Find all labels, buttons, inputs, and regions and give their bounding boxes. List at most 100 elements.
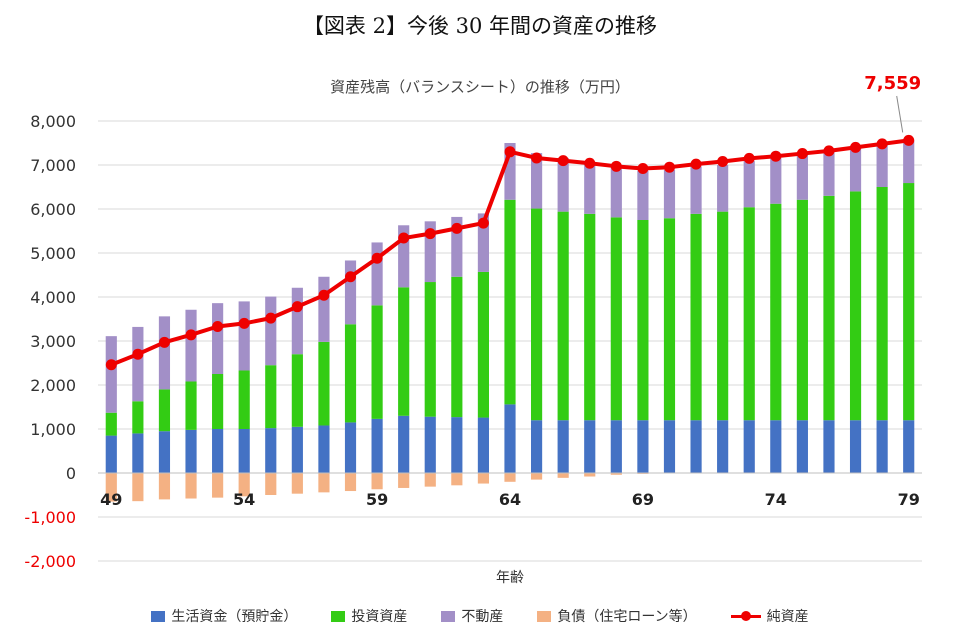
bar-segment-3: [610, 473, 622, 475]
legend-label-real-estate: 不動産: [461, 609, 504, 625]
bar-segment-1: [105, 412, 117, 436]
net-worth-point: [185, 329, 197, 341]
y-tick-label: 0: [66, 464, 76, 483]
net-worth-point: [291, 301, 303, 313]
bar-segment-2: [158, 316, 171, 390]
bar-segment-2: [451, 216, 463, 277]
y-tick-label: 3,000: [30, 332, 76, 351]
bar-segment-1: [158, 389, 171, 432]
bar-segment-2: [212, 303, 224, 374]
net-worth-point: [876, 138, 888, 150]
net-worth-point: [371, 252, 383, 264]
net-worth-point: [451, 222, 463, 234]
bar-segment-1: [823, 195, 835, 421]
legend-item-net-worth: 純資産: [730, 606, 809, 626]
bar-segment-3: [132, 473, 144, 502]
bar-segment-1: [637, 220, 649, 421]
x-tick-label: 54: [233, 490, 255, 509]
x-tick-label: 64: [499, 490, 521, 509]
chart-title: 資産残高（バランスシート）の推移（万円）: [330, 78, 630, 96]
bar-segment-3: [185, 473, 197, 499]
bar-segment-2: [238, 301, 250, 371]
bar-segment-2: [743, 161, 755, 208]
bar-segment-1: [477, 271, 490, 418]
bar-segment-3: [265, 473, 277, 495]
legend-swatch-real-estate: [441, 610, 456, 622]
bar-segment-1: [530, 208, 543, 421]
bar-segment-2: [823, 150, 835, 196]
legend-label-savings: 生活資金（預貯金）: [171, 609, 298, 625]
bar-segment-0: [690, 420, 702, 473]
legend-item-liabilities: 負債（住宅ローン等）: [537, 606, 697, 626]
x-axis-label: 年齢: [496, 570, 524, 586]
legend-swatch-net-worth: [730, 610, 761, 622]
net-worth-point: [424, 228, 436, 240]
bar-segment-2: [371, 242, 383, 306]
net-worth-point: [345, 271, 357, 283]
bar-segment-1: [663, 218, 676, 421]
bar-segment-2: [398, 225, 410, 288]
net-worth-point: [610, 160, 622, 172]
x-tick-label: 69: [632, 490, 654, 509]
bar-segment-1: [610, 217, 622, 421]
net-worth-point: [690, 158, 702, 170]
y-tick-label: 7,000: [30, 156, 76, 175]
bar-segment-2: [637, 170, 649, 220]
net-worth-point: [903, 134, 915, 146]
bar-segment-3: [398, 473, 410, 488]
bar-segment-2: [557, 157, 569, 212]
bar-segment-0: [530, 420, 543, 473]
bar-segment-2: [424, 221, 436, 283]
bar-segment-2: [849, 147, 862, 192]
bar-segment-3: [371, 473, 383, 490]
net-worth-point: [132, 348, 144, 360]
bar-segment-1: [132, 401, 144, 434]
y-tick-label: 5,000: [30, 244, 76, 263]
y-tick-label: 4,000: [30, 288, 76, 307]
bar-segment-1: [796, 199, 808, 421]
legend-item-investment: 投資資産: [331, 606, 407, 626]
legend: 生活資金（預貯金） 投資資産 不動産 負債（住宅ローン等） 純資産: [0, 606, 960, 626]
net-worth-point: [557, 155, 569, 167]
bar-segment-1: [504, 199, 516, 405]
bar-segment-0: [105, 435, 117, 473]
legend-swatch-investment: [331, 610, 346, 622]
bar-segment-0: [398, 415, 410, 473]
bar-segment-0: [663, 420, 676, 473]
annotation-label: 7,559: [864, 73, 921, 94]
bar-segment-2: [477, 213, 490, 272]
bar-segment-3: [158, 473, 171, 500]
bar-segment-3: [504, 473, 516, 482]
net-worth-point: [504, 146, 516, 158]
bar-segment-2: [610, 166, 622, 218]
bar-segment-1: [398, 287, 410, 416]
x-tick-label: 79: [898, 490, 920, 509]
bar-segment-1: [238, 370, 250, 429]
net-worth-point: [531, 152, 543, 164]
bar-segment-1: [770, 203, 782, 421]
bar-segment-1: [690, 213, 702, 421]
legend-item-savings: 生活資金（預貯金）: [151, 606, 297, 626]
legend-swatch-savings: [151, 610, 166, 622]
net-worth-point: [823, 145, 835, 157]
bar-segment-0: [185, 429, 197, 473]
net-worth-point: [105, 359, 117, 371]
bar-segment-2: [690, 166, 702, 214]
bar-segment-1: [557, 211, 569, 421]
bar-segment-0: [637, 420, 649, 473]
bar-segment-3: [318, 473, 330, 493]
net-worth-point: [318, 289, 330, 301]
bar-segment-0: [344, 422, 357, 473]
bar-segment-3: [584, 473, 596, 477]
bar-segment-0: [291, 426, 303, 473]
bar-segment-0: [903, 420, 915, 473]
net-worth-point: [663, 161, 675, 173]
legend-label-net-worth: 純資産: [766, 609, 809, 625]
bar-segment-2: [132, 326, 144, 402]
y-tick-label: 6,000: [30, 200, 76, 219]
y-tick-label: 2,000: [30, 376, 76, 395]
bar-segment-0: [717, 420, 729, 473]
bar-segment-3: [451, 473, 463, 486]
x-tick-label: 49: [100, 490, 122, 509]
